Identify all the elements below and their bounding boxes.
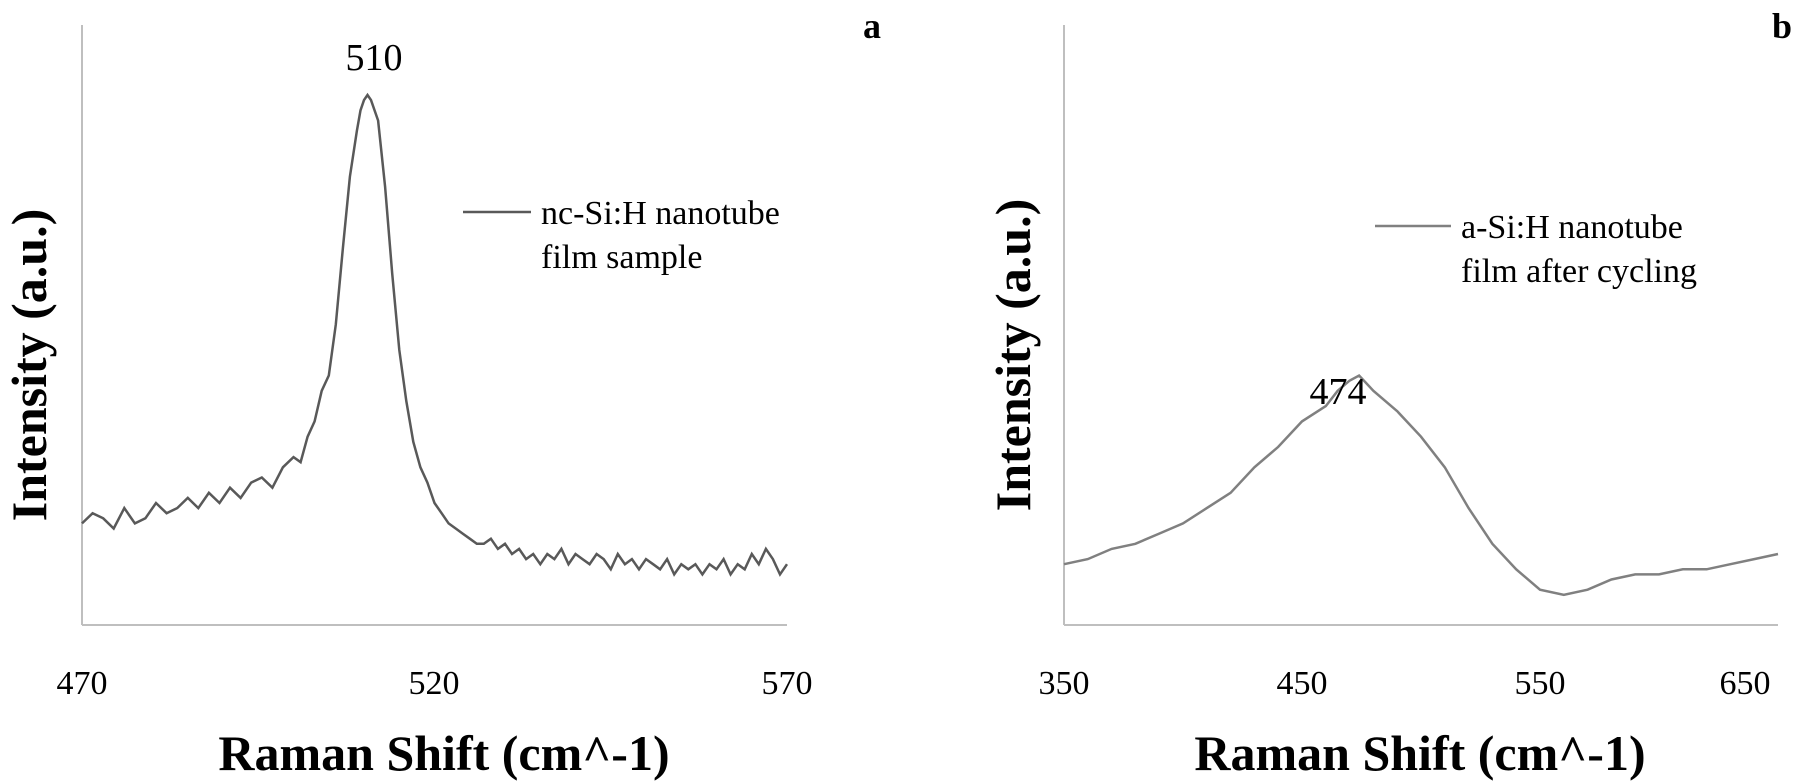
panel-a-y-axis-title: Intensity (a.u.) xyxy=(1,209,57,522)
panel-a-label: a xyxy=(863,6,881,46)
panel-b-x-tick-label: 550 xyxy=(1515,665,1566,702)
panel-b-x-ticks: 350 450 550 650 xyxy=(1039,665,1771,702)
panel-b-peak-annotation: 474 xyxy=(1310,371,1367,413)
panel-b-y-axis-title: Intensity (a.u.) xyxy=(985,199,1041,512)
panel-a-x-tick-label: 520 xyxy=(409,665,460,702)
panel-b-label: b xyxy=(1772,6,1792,46)
panel-b-x-tick-label: 350 xyxy=(1039,665,1090,702)
panel-b-legend-label: a-Si:H nanotube film after cycling xyxy=(1461,209,1697,290)
panel-b-x-tick-label: 450 xyxy=(1277,665,1328,702)
panel-b-x-axis-title: Raman Shift (cm^-1) xyxy=(1194,725,1645,781)
panel-b-series-line xyxy=(1063,373,1779,597)
panel-a-legend-label: nc-Si:H nanotube film sample xyxy=(541,195,780,276)
panel-a-peak-annotation: 510 xyxy=(346,37,403,79)
panel-b-legend: a-Si:H nanotube film after cycling xyxy=(1375,209,1697,290)
panel-a-x-tick-label: 570 xyxy=(762,665,813,702)
panel-a-x-tick-label: 470 xyxy=(57,665,108,702)
panel-a-series-line xyxy=(81,92,789,577)
panel-b: 350 450 550 650 474 a-Si:H nanotube film … xyxy=(985,6,1792,781)
panel-a-x-axis-title: Raman Shift (cm^-1) xyxy=(218,725,669,781)
panel-b-x-tick-label: 650 xyxy=(1720,665,1771,702)
panel-a: 470 520 570 510 nc-Si:H nanotube film sam… xyxy=(1,6,881,781)
panel-a-legend: nc-Si:H nanotube film sample xyxy=(463,195,780,276)
panel-a-x-ticks: 470 520 570 xyxy=(57,665,813,702)
